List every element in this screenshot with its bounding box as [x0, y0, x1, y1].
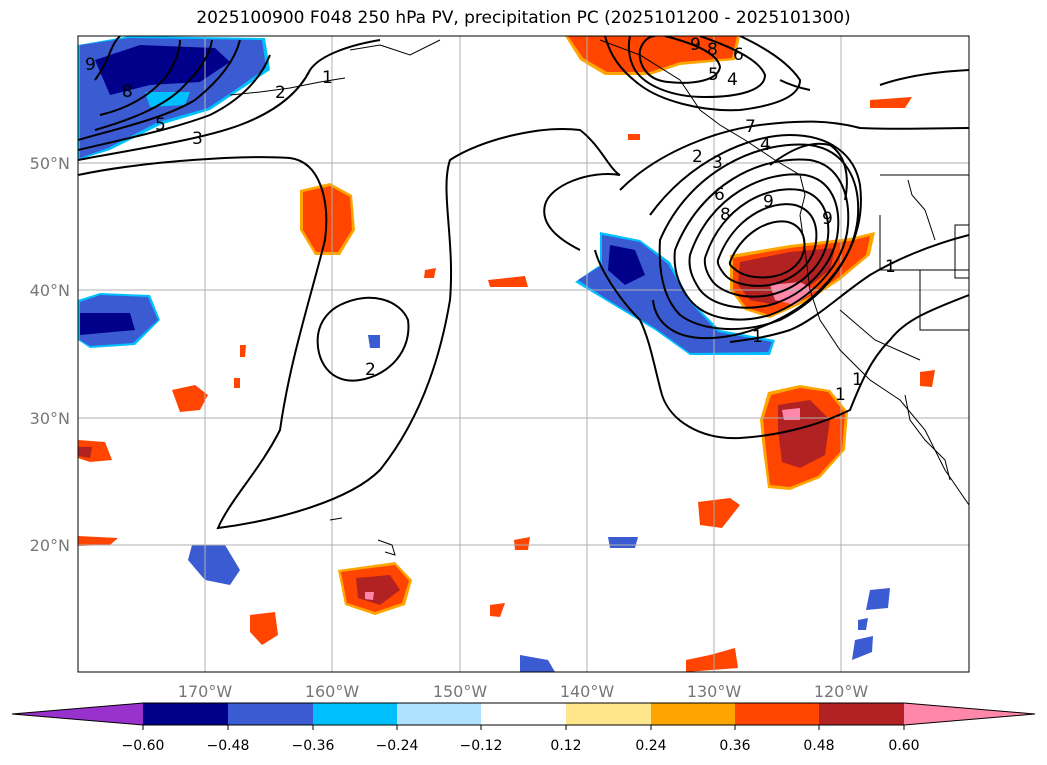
contour-label: 6 — [733, 45, 744, 65]
contour-labels: 9 8 5 3 2 1 9 8 6 5 4 2 3 6 8 9 9 1 1 1 … — [85, 35, 896, 405]
contour-label: 9 — [690, 35, 701, 55]
lon-label: 170°W — [178, 682, 233, 701]
lon-label: 150°W — [433, 682, 488, 701]
contour-label: 4 — [760, 135, 771, 155]
lat-label: 30°N — [30, 409, 70, 428]
contour-label: 3 — [712, 153, 723, 173]
contour-label: 1 — [885, 257, 896, 277]
pv-contours — [78, 36, 969, 530]
contour-label: 7 — [745, 117, 756, 137]
colorbar-segment-3 — [313, 703, 397, 725]
longitude-labels: 170°W 160°W 150°W 140°W 130°W 120°W — [178, 682, 869, 701]
colorbar-segment-2 — [228, 703, 313, 725]
contour-label: 5 — [708, 65, 719, 85]
colorbar-segment-8 — [735, 703, 819, 725]
lon-label: 130°W — [687, 682, 742, 701]
contour-label: 1 — [852, 370, 863, 390]
contour-label: 2 — [275, 83, 286, 103]
contour-label: 2 — [365, 360, 376, 380]
lon-label: 140°W — [560, 682, 615, 701]
contour-label: 1 — [752, 327, 763, 347]
colorbar-tick-label: 0.36 — [719, 738, 750, 754]
colorbar-tick-label: 0.12 — [550, 738, 581, 754]
negative-precip-fields — [78, 36, 890, 672]
contour-label: 8 — [707, 40, 718, 60]
colorbar-segment-1 — [143, 703, 228, 725]
contour-label: 1 — [835, 385, 846, 405]
map-frame — [77, 35, 970, 673]
contour-label: 6 — [714, 185, 725, 205]
colorbar-tick-label: 0.60 — [888, 738, 919, 754]
lat-label: 50°N — [30, 154, 70, 173]
contour-label: 5 — [155, 115, 166, 135]
contour-label: 1 — [322, 68, 333, 88]
colorbar-tick-label: 0.24 — [635, 738, 666, 754]
colorbar-segment-10 — [904, 703, 1035, 725]
contour-label: 8 — [122, 82, 133, 102]
lon-label: 160°W — [305, 682, 360, 701]
colorbar-segment-7 — [651, 703, 735, 725]
contour-label: 4 — [727, 70, 738, 90]
map-title: 2025100900 F048 250 hPa PV, precipitatio… — [196, 8, 851, 28]
lat-label: 40°N — [30, 281, 70, 300]
colorbar-tick-label: −0.36 — [292, 738, 335, 754]
colorbar-tick-label: −0.12 — [460, 738, 503, 754]
contour-label: 9 — [822, 209, 833, 229]
colorbar-tick-label: −0.48 — [207, 738, 250, 754]
colorbar-segment-5 — [481, 703, 566, 725]
colorbar-segment-9 — [819, 703, 904, 725]
colorbar-tick-label: 0.48 — [803, 738, 834, 754]
latitude-labels: 50°N 40°N 30°N 20°N — [30, 154, 70, 555]
contour-label: 8 — [720, 205, 731, 225]
map-area: 9 8 5 3 2 1 9 8 6 5 4 2 3 6 8 9 9 1 1 1 … — [78, 35, 969, 672]
lat-label: 20°N — [30, 536, 70, 555]
contour-label: 9 — [85, 55, 96, 75]
colorbar-tick-label: −0.60 — [122, 738, 165, 754]
lon-label: 120°W — [814, 682, 869, 701]
colorbar-segment-0 — [12, 703, 143, 725]
colorbar-segment-6 — [566, 703, 651, 725]
colorbar-segment-4 — [397, 703, 481, 725]
contour-label: 2 — [692, 147, 703, 167]
contour-label: 9 — [763, 192, 774, 212]
contour-label: 3 — [192, 129, 203, 149]
colorbar: −0.60 −0.48 −0.36 −0.24 −0.12 0.12 0.24 … — [11, 702, 1036, 754]
coastlines — [229, 39, 969, 556]
colorbar-tick-label: −0.24 — [376, 738, 419, 754]
